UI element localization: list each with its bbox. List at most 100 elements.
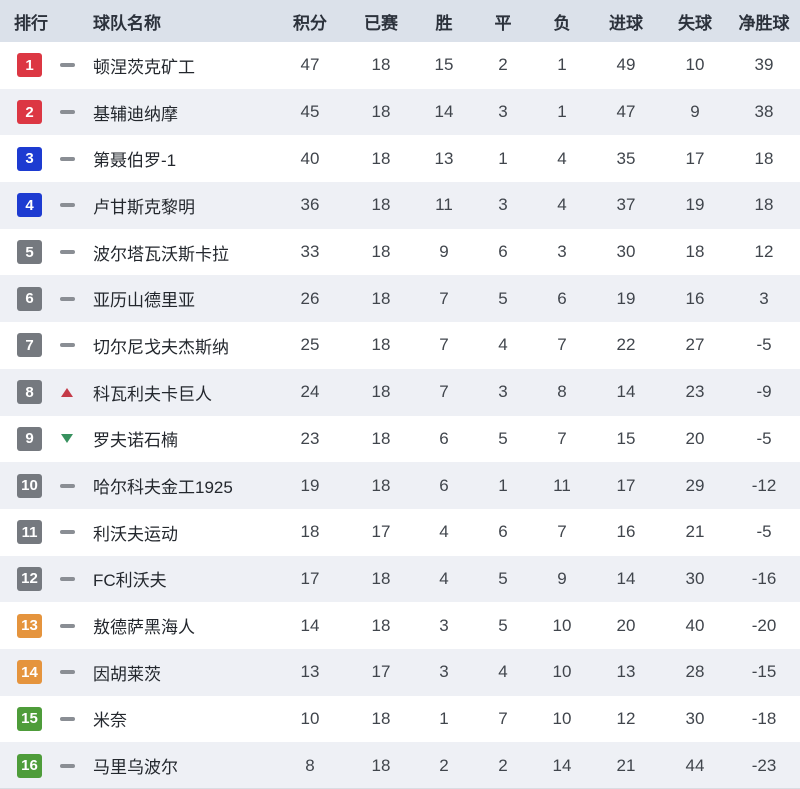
- draws-cell: 1: [498, 475, 508, 495]
- goal-diff-cell: 38: [754, 102, 774, 122]
- goals-against-cell: 40: [685, 615, 705, 635]
- points-cell: 33: [300, 242, 320, 262]
- goals-for-cell: 15: [616, 428, 636, 448]
- goal-diff-cell: -16: [751, 568, 777, 588]
- goal-diff-cell: -12: [751, 475, 777, 495]
- goal-diff-cell: 18: [754, 148, 774, 168]
- wins-cell: 6: [439, 428, 449, 448]
- trend-same-icon: [59, 156, 75, 161]
- table-row: 8 科瓦利夫卡巨人 24 18 7 3 8 14 23 -9: [0, 368, 800, 416]
- played-cell: 17: [371, 662, 391, 682]
- table-body: 1 顿涅茨克矿工 47 18 15 2 1 49 10 39 2 基辅迪纳摩 4…: [0, 42, 800, 788]
- losses-cell: 4: [557, 148, 567, 168]
- played-cell: 18: [371, 475, 391, 495]
- losses-cell: 10: [552, 708, 572, 728]
- rank-cell: 5: [0, 240, 50, 265]
- header-played: 已赛: [364, 13, 398, 33]
- table-row: 4 卢甘斯克黎明 36 18 11 3 4 37 19 18: [0, 182, 800, 229]
- draws-cell: 4: [498, 662, 508, 682]
- rank-cell: 9: [0, 426, 50, 451]
- rank-badge: 13: [17, 613, 42, 638]
- team-name[interactable]: 马里乌波尔: [93, 758, 178, 778]
- rank-badge: 10: [17, 473, 42, 498]
- trend-cell: [50, 623, 84, 628]
- team-name[interactable]: 卢甘斯克黎明: [93, 197, 195, 217]
- wins-cell: 7: [439, 335, 449, 355]
- team-name[interactable]: 切尔尼戈夫杰斯纳: [93, 337, 229, 357]
- rank-cell: 2: [0, 100, 50, 125]
- goals-for-cell: 17: [616, 475, 636, 495]
- team-name[interactable]: 科瓦利夫卡巨人: [93, 384, 212, 404]
- trend-down-icon: [61, 434, 73, 444]
- goals-against-cell: 20: [685, 428, 705, 448]
- team-name[interactable]: 顿涅茨克矿工: [93, 57, 195, 77]
- wins-cell: 7: [439, 382, 449, 402]
- goals-for-cell: 14: [616, 568, 636, 588]
- points-cell: 24: [300, 382, 320, 402]
- team-name[interactable]: 敖德萨黑海人: [93, 618, 195, 638]
- played-cell: 18: [371, 288, 391, 308]
- goals-for-cell: 47: [616, 102, 636, 122]
- trend-cell: [50, 203, 84, 208]
- wins-cell: 9: [439, 242, 449, 262]
- goal-diff-cell: -18: [751, 708, 777, 728]
- goal-diff-cell: 18: [754, 195, 774, 215]
- team-name[interactable]: 罗夫诺石楠: [93, 431, 178, 451]
- wins-cell: 6: [439, 475, 449, 495]
- points-cell: 17: [300, 568, 320, 588]
- rank-badge: 8: [17, 380, 42, 405]
- team-name[interactable]: 利沃夫运动: [93, 524, 178, 544]
- draws-cell: 2: [498, 55, 508, 75]
- points-cell: 36: [300, 195, 320, 215]
- table-row: 14 因胡莱茨 13 17 3 4 10 13 28 -15: [0, 648, 800, 696]
- draws-cell: 7: [498, 708, 508, 728]
- goals-for-cell: 49: [616, 55, 636, 75]
- points-cell: 45: [300, 102, 320, 122]
- team-name[interactable]: 哈尔科夫金工1925: [93, 478, 233, 498]
- header-points: 积分: [293, 13, 327, 33]
- draws-cell: 3: [498, 382, 508, 402]
- table-row: 15 米奈 10 18 1 7 10 12 30 -18: [0, 695, 800, 743]
- goals-for-cell: 22: [616, 335, 636, 355]
- trend-same-icon: [59, 203, 75, 208]
- team-name[interactable]: 米奈: [93, 711, 127, 731]
- wins-cell: 3: [439, 662, 449, 682]
- points-cell: 13: [300, 662, 320, 682]
- rank-badge: 9: [17, 426, 42, 451]
- draws-cell: 1: [498, 148, 508, 168]
- team-name[interactable]: 因胡莱茨: [93, 664, 161, 684]
- trend-same-icon: [59, 483, 75, 488]
- goals-against-cell: 44: [685, 755, 705, 775]
- goals-for-cell: 30: [616, 242, 636, 262]
- team-name[interactable]: 亚历山德里亚: [93, 291, 195, 311]
- team-name[interactable]: 第聂伯罗-1: [93, 151, 177, 171]
- rank-badge: 16: [17, 753, 42, 778]
- team-name[interactable]: 波尔塔瓦沃斯卡拉: [93, 244, 229, 264]
- trend-cell: [50, 483, 84, 488]
- goals-against-cell: 10: [685, 55, 705, 75]
- points-cell: 25: [300, 335, 320, 355]
- trend-same-icon: [59, 343, 75, 348]
- losses-cell: 14: [552, 755, 572, 775]
- goals-for-cell: 35: [616, 148, 636, 168]
- trend-cell: [50, 250, 84, 255]
- rank-badge: 2: [17, 100, 42, 125]
- points-cell: 8: [305, 755, 315, 775]
- wins-cell: 14: [434, 102, 454, 122]
- table-row: 11 利沃夫运动 18 17 4 6 7 16 21 -5: [0, 508, 800, 556]
- goals-for-cell: 12: [616, 708, 636, 728]
- rank-cell: 15: [0, 706, 50, 731]
- table-header-row: 排行 球队名称 积分 已赛 胜 平 负 进球 失球 净胜球: [0, 0, 800, 42]
- goals-against-cell: 19: [685, 195, 705, 215]
- header-goals-for: 进球: [609, 13, 643, 33]
- draws-cell: 5: [498, 568, 508, 588]
- rank-badge: 6: [17, 286, 42, 311]
- losses-cell: 3: [557, 242, 567, 262]
- wins-cell: 11: [435, 195, 453, 215]
- rank-cell: 4: [0, 193, 50, 218]
- trend-same-icon: [59, 296, 75, 301]
- team-name[interactable]: FC利沃夫: [93, 571, 167, 591]
- header-draws: 平: [494, 13, 512, 33]
- team-name[interactable]: 基辅迪纳摩: [93, 104, 178, 124]
